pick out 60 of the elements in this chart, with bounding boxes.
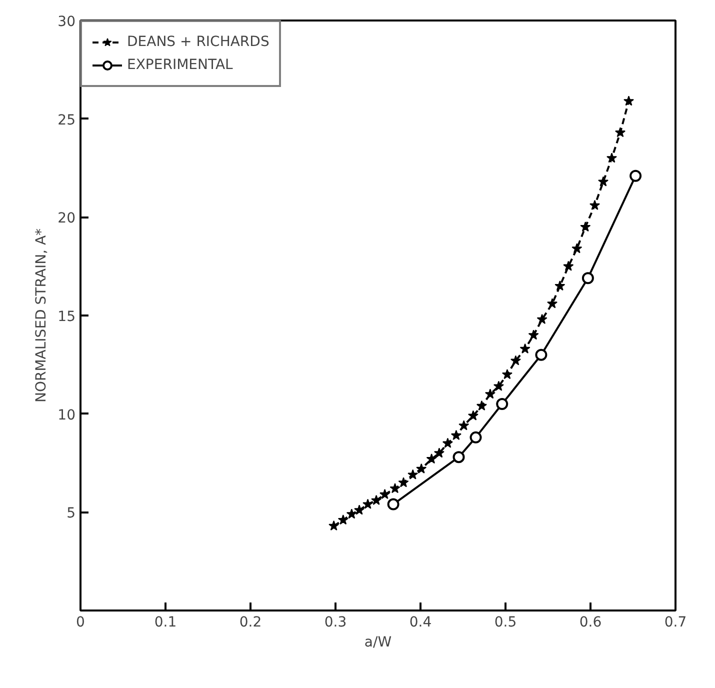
point [546,298,558,308]
point [452,451,465,464]
point [520,343,530,354]
point [536,314,548,324]
point [371,494,382,505]
point [528,330,539,340]
point [442,438,453,448]
y-tick-label: 30 [58,14,76,30]
point [354,504,365,515]
point [398,477,409,488]
point [338,514,348,525]
point [346,508,357,519]
y-axis-title: NORMALISED STRAIN, A* [34,228,50,403]
x-tick-label: 0 [76,614,85,630]
x-tick-label: 0.6 [579,614,602,630]
point [328,520,340,530]
legend-label: DEANS + RICHARDS [127,34,270,50]
x-tick-label: 0.5 [494,614,517,630]
point [387,498,400,510]
point [458,420,470,430]
x-tick-label: 0.4 [409,614,432,630]
point [589,200,600,210]
point [572,243,582,254]
point [390,483,400,494]
point [535,348,548,361]
x-tick-label: 0.3 [324,614,347,630]
y-tick-label: 5 [66,506,76,522]
x-axis-title: a/W [364,634,392,650]
point [502,369,512,380]
point [496,398,508,410]
point [426,454,437,464]
point [476,400,487,411]
point [484,388,496,399]
point [563,260,574,271]
x-tick-label: 0.2 [239,614,262,630]
y-tick-label: 25 [58,112,76,128]
point [468,410,478,420]
point [614,127,626,138]
point [416,463,427,474]
point [606,152,618,163]
point [582,272,594,284]
point [510,355,521,366]
x-tick-label: 0.7 [664,614,687,630]
y-tick-label: 10 [58,407,76,424]
legend-label: EXPERIMENTAL [127,57,233,73]
y-tick-label: 20 [58,210,76,227]
point [493,380,504,391]
point [598,176,609,186]
y-tick-label: 15 [58,309,76,325]
point [362,498,374,509]
point [380,488,390,500]
point [470,431,482,444]
x-tick-label: 0.1 [154,614,177,630]
point [623,96,634,106]
point [450,430,462,440]
point [630,170,642,182]
point [554,280,566,291]
point [580,222,591,232]
point [434,448,444,458]
point [408,469,418,480]
